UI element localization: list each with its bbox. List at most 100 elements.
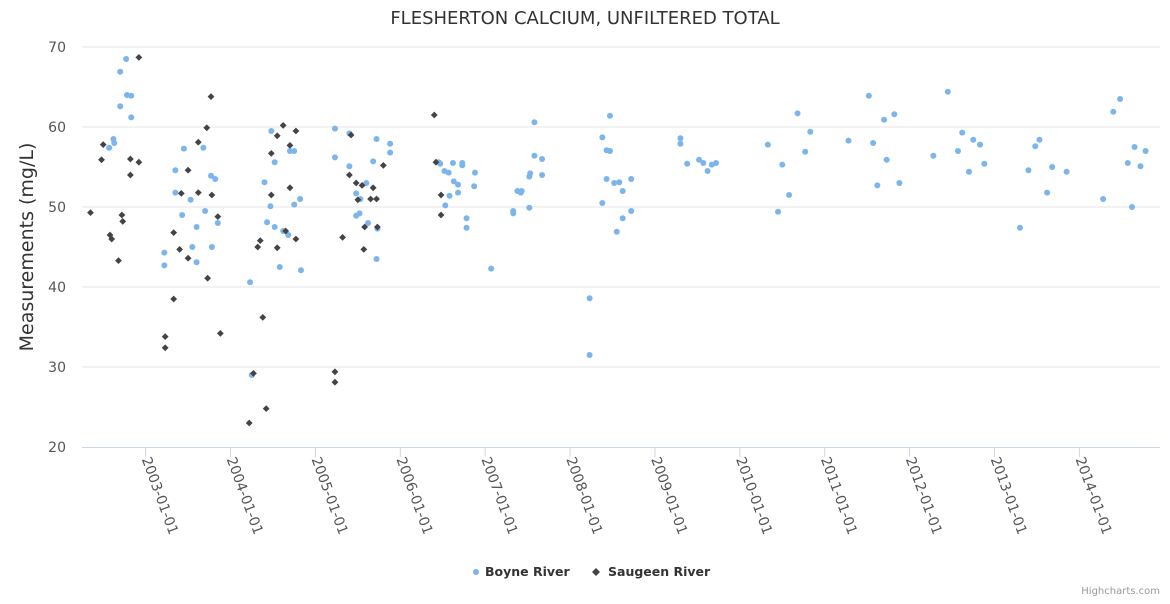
data-point-boyne[interactable] xyxy=(896,180,903,186)
data-point-saugeen[interactable] xyxy=(432,158,440,166)
data-point-boyne[interactable] xyxy=(208,172,215,179)
data-point-boyne[interactable] xyxy=(200,144,207,151)
data-point-boyne[interactable] xyxy=(586,352,593,358)
data-point-boyne[interactable] xyxy=(966,168,973,175)
data-point-boyne[interactable] xyxy=(331,125,338,132)
data-point-boyne[interactable] xyxy=(387,140,394,147)
data-point-boyne[interactable] xyxy=(123,56,130,62)
data-point-boyne[interactable] xyxy=(700,160,707,166)
data-point-saugeen[interactable] xyxy=(256,237,264,244)
data-point-boyne[interactable] xyxy=(267,203,274,210)
data-point-boyne[interactable] xyxy=(794,110,801,117)
data-point-boyne[interactable] xyxy=(807,128,814,135)
data-point-boyne[interactable] xyxy=(959,129,966,136)
legend-item-boyne[interactable]: Boyne River xyxy=(473,564,571,579)
data-point-boyne[interactable] xyxy=(684,160,691,167)
data-point-boyne[interactable] xyxy=(365,220,372,226)
data-point-boyne[interactable] xyxy=(881,116,888,123)
data-point-boyne[interactable] xyxy=(1032,143,1039,150)
data-point-boyne[interactable] xyxy=(539,156,546,162)
data-point-saugeen[interactable] xyxy=(437,211,445,219)
data-point-boyne[interactable] xyxy=(449,160,456,166)
data-point-boyne[interactable] xyxy=(970,136,977,143)
data-point-boyne[interactable] xyxy=(459,160,466,166)
data-point-boyne[interactable] xyxy=(291,201,298,208)
data-point-boyne[interactable] xyxy=(179,212,186,218)
data-point-boyne[interactable] xyxy=(874,182,881,189)
data-point-boyne[interactable] xyxy=(930,152,937,159)
data-point-boyne[interactable] xyxy=(286,148,293,154)
data-point-saugeen[interactable] xyxy=(286,184,294,192)
data-point-saugeen[interactable] xyxy=(430,111,438,119)
data-point-boyne[interactable] xyxy=(387,149,394,156)
data-point-boyne[interactable] xyxy=(891,111,898,118)
data-point-saugeen[interactable] xyxy=(245,419,253,427)
data-point-boyne[interactable] xyxy=(172,189,179,196)
data-point-boyne[interactable] xyxy=(450,178,457,185)
data-point-saugeen[interactable] xyxy=(361,223,369,231)
data-point-saugeen[interactable] xyxy=(204,274,212,282)
data-point-saugeen[interactable] xyxy=(108,235,116,243)
data-point-boyne[interactable] xyxy=(619,215,626,222)
data-point-boyne[interactable] xyxy=(611,180,618,186)
data-point-saugeen[interactable] xyxy=(216,330,224,337)
data-point-boyne[interactable] xyxy=(539,172,546,178)
data-point-boyne[interactable] xyxy=(531,152,538,159)
data-point-boyne[interactable] xyxy=(128,114,135,121)
data-point-saugeen[interactable] xyxy=(437,191,445,199)
data-point-boyne[interactable] xyxy=(193,259,200,266)
data-point-saugeen[interactable] xyxy=(273,244,281,252)
data-point-boyne[interactable] xyxy=(518,188,525,194)
data-point-boyne[interactable] xyxy=(373,256,380,262)
data-point-saugeen[interactable] xyxy=(170,295,178,303)
data-point-saugeen[interactable] xyxy=(331,368,339,376)
data-point-boyne[interactable] xyxy=(599,134,606,141)
data-point-boyne[interactable] xyxy=(764,141,771,148)
data-point-boyne[interactable] xyxy=(603,176,610,182)
data-point-boyne[interactable] xyxy=(510,210,517,217)
data-point-boyne[interactable] xyxy=(527,170,534,177)
data-point-boyne[interactable] xyxy=(271,224,278,230)
data-point-boyne[interactable] xyxy=(1137,163,1144,170)
data-point-boyne[interactable] xyxy=(619,188,626,194)
data-point-saugeen[interactable] xyxy=(119,218,127,225)
data-point-boyne[interactable] xyxy=(291,148,298,154)
data-point-saugeen[interactable] xyxy=(176,246,184,253)
data-point-boyne[interactable] xyxy=(677,140,684,147)
data-point-saugeen[interactable] xyxy=(369,184,377,192)
data-point-saugeen[interactable] xyxy=(339,234,346,241)
data-point-saugeen[interactable] xyxy=(161,344,169,352)
data-point-saugeen[interactable] xyxy=(115,257,122,264)
data-point-boyne[interactable] xyxy=(356,210,363,217)
data-point-boyne[interactable] xyxy=(1044,189,1051,196)
data-point-saugeen[interactable] xyxy=(379,162,387,169)
data-point-boyne[interactable] xyxy=(488,265,495,272)
data-point-saugeen[interactable] xyxy=(267,191,275,199)
data-point-saugeen[interactable] xyxy=(273,132,281,140)
data-point-boyne[interactable] xyxy=(531,119,538,126)
data-point-saugeen[interactable] xyxy=(203,124,211,132)
data-point-boyne[interactable] xyxy=(370,158,377,165)
data-point-saugeen[interactable] xyxy=(194,189,202,196)
data-point-boyne[interactable] xyxy=(472,169,479,176)
data-point-boyne[interactable] xyxy=(865,92,872,99)
data-point-saugeen[interactable] xyxy=(118,211,126,219)
data-point-boyne[interactable] xyxy=(268,128,275,134)
data-point-boyne[interactable] xyxy=(1025,167,1032,174)
data-point-saugeen[interactable] xyxy=(286,142,294,149)
data-point-saugeen[interactable] xyxy=(367,195,374,203)
data-point-saugeen[interactable] xyxy=(331,378,339,386)
data-point-boyne[interactable] xyxy=(264,219,271,226)
data-point-saugeen[interactable] xyxy=(292,127,300,135)
data-point-boyne[interactable] xyxy=(117,68,124,75)
data-point-boyne[interactable] xyxy=(1128,204,1135,210)
data-point-saugeen[interactable] xyxy=(259,314,267,321)
data-point-boyne[interactable] xyxy=(373,136,380,142)
data-point-boyne[interactable] xyxy=(1049,164,1056,170)
data-point-boyne[interactable] xyxy=(463,215,470,222)
data-point-boyne[interactable] xyxy=(1142,148,1149,154)
data-point-saugeen[interactable] xyxy=(282,227,290,235)
data-point-boyne[interactable] xyxy=(193,224,200,230)
data-point-boyne[interactable] xyxy=(606,112,613,119)
data-point-saugeen[interactable] xyxy=(135,54,143,61)
